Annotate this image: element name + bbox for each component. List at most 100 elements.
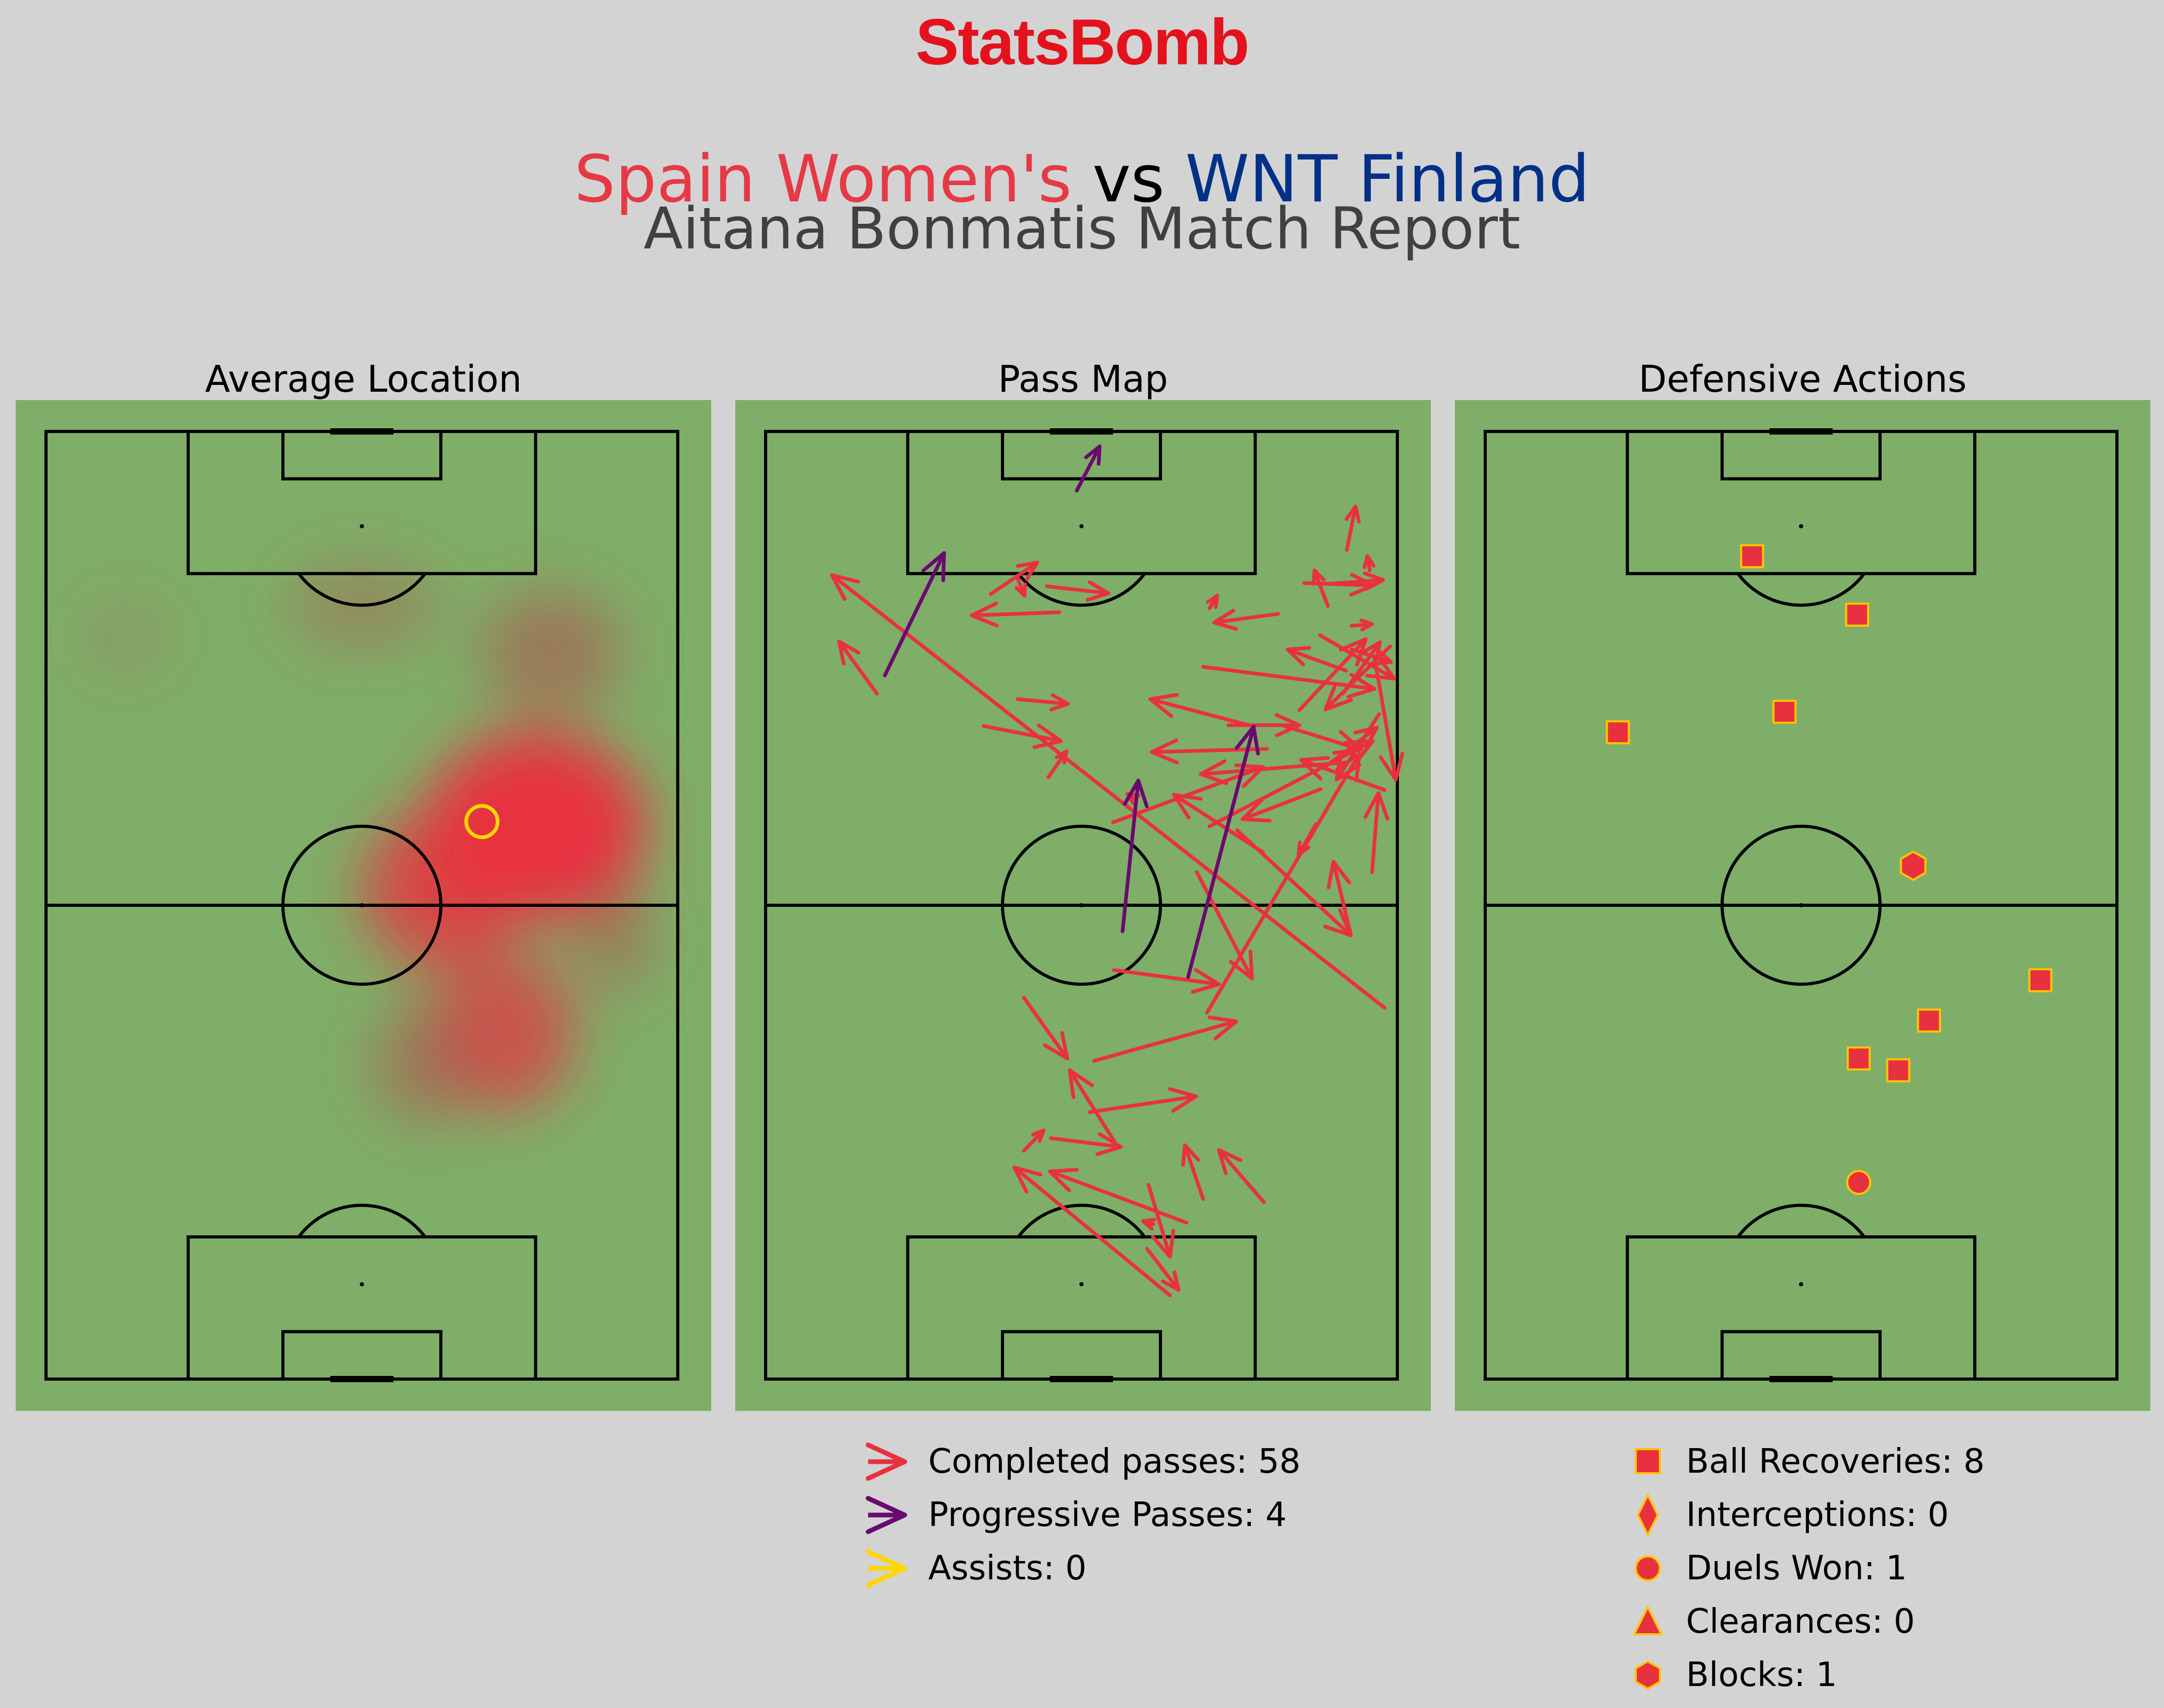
progressive-pass-arrow xyxy=(883,551,946,678)
top-penalty-spot xyxy=(360,524,364,529)
assist-arrow-icon xyxy=(865,1549,907,1588)
centre-circle xyxy=(1001,825,1162,986)
bottom-penalty-spot xyxy=(360,1282,364,1286)
completed-pass-arrow xyxy=(1297,637,1368,712)
legend-duels-label: Duels Won: 1 xyxy=(1686,1549,1907,1588)
centre-spot xyxy=(360,903,364,907)
statsbomb-logo: StatsBomb xyxy=(915,6,1250,78)
completed-pass-arrow xyxy=(988,561,1039,596)
completed-pass-arrow xyxy=(1172,793,1265,855)
completed-pass-arrow xyxy=(1296,822,1318,857)
triangle-marker-icon xyxy=(1632,1604,1664,1635)
centre-circle xyxy=(1721,825,1882,986)
completed-pass-arrow xyxy=(1194,870,1254,981)
completed-pass-arrow xyxy=(1148,693,1251,727)
progressive-pass-arrow xyxy=(1075,445,1102,493)
legend-assists-label: Assists: 0 xyxy=(928,1549,1087,1588)
pitch-markings xyxy=(44,428,679,1382)
progressive-pass-arrow xyxy=(1186,725,1260,979)
completed-pass-arrow xyxy=(1285,646,1348,673)
ball-recovery-marker xyxy=(1917,1008,1941,1033)
ball-recovery-marker xyxy=(1740,544,1764,568)
completed-pass-arrow xyxy=(1014,574,1027,598)
top-penalty-arc xyxy=(1736,572,1866,607)
ball-recovery-marker xyxy=(1886,1058,1910,1083)
completed-pass-arrow xyxy=(837,640,879,696)
circle-marker-icon xyxy=(1635,1555,1661,1581)
home-team-name: Spain Women's xyxy=(574,142,1072,217)
completed-pass-arrow xyxy=(1048,1168,1189,1225)
centre-circle xyxy=(281,825,442,986)
completed-pass-arrow xyxy=(1022,1128,1046,1153)
completed-pass-arrow xyxy=(1362,554,1376,573)
completed-pass-arrow xyxy=(1012,1165,1172,1297)
completed-pass-arrow xyxy=(1212,609,1280,631)
top-penalty-spot xyxy=(1799,524,1803,529)
square-marker-icon xyxy=(1635,1448,1661,1474)
completed-pass-arrow xyxy=(1201,665,1376,699)
heatmap-blob xyxy=(575,881,654,993)
report-subtitle: Aitana Bonmatis Match Report xyxy=(643,195,1521,262)
block-marker xyxy=(1900,850,1927,881)
completed-pass-arrow xyxy=(982,723,1063,749)
completed-pass-arrow xyxy=(1146,1183,1176,1259)
vs-label: vs xyxy=(1092,142,1165,217)
completed-pass-arrow xyxy=(1302,573,1376,597)
completed-pass-arrow xyxy=(1326,860,1353,937)
heatmap-blob xyxy=(77,597,173,677)
pass-map-pitch xyxy=(735,400,1431,1411)
ball-recovery-marker xyxy=(2028,968,2053,993)
average-location-title: Average Location xyxy=(205,358,522,401)
legend-recoveries-label: Ball Recoveries: 8 xyxy=(1686,1442,1985,1481)
completed-pass-arrow xyxy=(1016,693,1070,712)
completed-pass-arrow xyxy=(1217,1148,1266,1204)
heatmap-blob xyxy=(480,589,623,716)
legend-clearances-label: Clearances: 0 xyxy=(1686,1602,1915,1641)
top-penalty-arc xyxy=(297,572,427,607)
average-location-marker xyxy=(464,804,500,839)
bottom-penalty-spot xyxy=(1079,1282,1084,1286)
completed-pass-arrow xyxy=(1112,968,1221,994)
match-title: Spain Women's vs WNT Finland xyxy=(0,140,2164,219)
bottom-penalty-arc xyxy=(297,1203,427,1238)
completed-arrow-icon xyxy=(865,1442,907,1481)
completed-pass-arrow xyxy=(1045,580,1110,602)
legend-completed-label: Completed passes: 58 xyxy=(928,1442,1301,1481)
pass-map-title: Pass Map xyxy=(998,358,1168,401)
legend-progressive-label: Progressive Passes: 4 xyxy=(928,1496,1287,1534)
completed-pass-arrow xyxy=(1312,568,1330,608)
completed-pass-arrow xyxy=(1092,1015,1238,1063)
completed-pass-arrow xyxy=(1226,713,1302,737)
completed-pass-arrow xyxy=(1363,791,1389,874)
completed-pass-arrow xyxy=(1324,644,1392,712)
progressive-arrow-icon xyxy=(865,1496,907,1534)
duel-won-marker xyxy=(1846,1170,1872,1195)
ball-recovery-marker xyxy=(1845,602,1870,627)
completed-pass-arrow xyxy=(1240,787,1323,823)
bottom-penalty-arc xyxy=(1017,1203,1146,1238)
pitch-markings xyxy=(764,428,1399,1382)
legend-interceptions-label: Interceptions: 0 xyxy=(1686,1496,1949,1534)
pitch-markings xyxy=(1484,428,2119,1382)
completed-pass-arrow xyxy=(1349,618,1374,632)
progressive-pass-arrow xyxy=(1121,778,1149,933)
completed-pass-arrow xyxy=(970,601,1062,628)
bottom-penalty-arc xyxy=(1736,1203,1866,1238)
completed-pass-arrow xyxy=(1345,504,1361,552)
completed-pass-arrow xyxy=(830,573,1387,1010)
centre-spot xyxy=(1079,903,1084,907)
defensive-actions-pitch xyxy=(1455,400,2150,1411)
centre-spot xyxy=(1799,903,1803,907)
completed-pass-arrow xyxy=(1067,1068,1120,1149)
heatmap-blob xyxy=(370,1000,481,1126)
top-penalty-spot xyxy=(1079,524,1084,529)
bottom-penalty-spot xyxy=(1799,1282,1803,1286)
away-team-name: WNT Finland xyxy=(1185,142,1590,217)
hexagon-marker-icon xyxy=(1635,1660,1661,1690)
completed-pass-arrow xyxy=(1205,594,1220,610)
legend-blocks-label: Blocks: 1 xyxy=(1686,1656,1838,1694)
completed-pass-arrow xyxy=(1087,1087,1198,1114)
completed-pass-arrow xyxy=(1199,759,1350,785)
completed-pass-arrow xyxy=(1372,655,1405,782)
completed-pass-arrow xyxy=(1049,1132,1123,1156)
